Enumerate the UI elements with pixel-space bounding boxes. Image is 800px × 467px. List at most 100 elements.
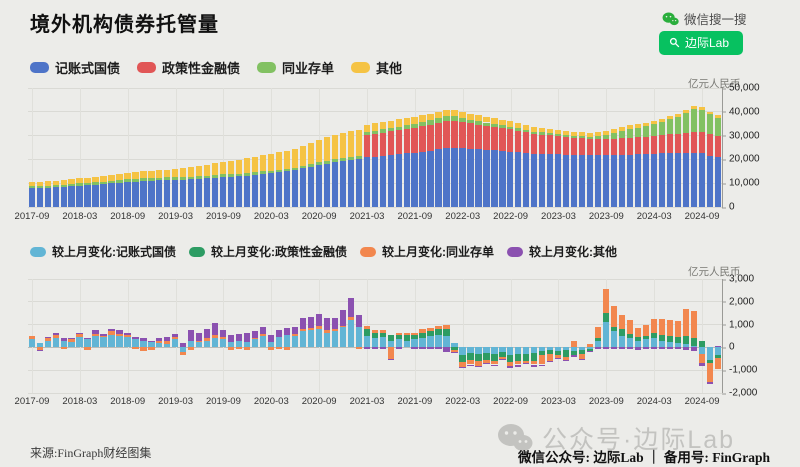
bar-segment bbox=[642, 126, 650, 137]
bar-segment bbox=[403, 334, 410, 341]
bar-segment bbox=[148, 180, 155, 207]
bar-segment bbox=[467, 148, 474, 207]
bar-segment bbox=[475, 361, 482, 366]
bar-2021-03 bbox=[363, 88, 370, 207]
bar-segment bbox=[547, 128, 554, 134]
bar-2021-02 bbox=[355, 88, 362, 207]
bar-segment bbox=[594, 347, 602, 349]
bar-segment bbox=[188, 179, 195, 207]
x-tick-label: 2018-09 bbox=[110, 211, 146, 222]
bar-segment bbox=[586, 343, 594, 348]
bar-segment bbox=[666, 320, 674, 336]
bar-2024-01 bbox=[634, 88, 642, 207]
bar-segment bbox=[172, 179, 179, 207]
bar-segment bbox=[475, 124, 482, 150]
wechat-search-hint: 微信搜一搜 bbox=[684, 13, 747, 27]
bar-2023-06 bbox=[579, 88, 586, 207]
bar-segment bbox=[586, 138, 594, 156]
bar-2018-12 bbox=[148, 279, 155, 393]
bar-segment bbox=[451, 116, 458, 121]
bar-segment bbox=[323, 137, 330, 161]
bar-2023-12 bbox=[626, 88, 634, 207]
bar-2021-10 bbox=[419, 279, 426, 393]
bar-2022-03 bbox=[459, 279, 466, 393]
legend-label: 较上月变化:同业存单 bbox=[382, 245, 494, 259]
bar-segment bbox=[44, 185, 51, 188]
legend-item: 政策性金融债 bbox=[137, 58, 240, 77]
bar-segment bbox=[36, 181, 43, 187]
bar-segment bbox=[459, 112, 466, 118]
bar-segment bbox=[602, 134, 610, 140]
bar-2019-04 bbox=[180, 88, 187, 207]
x-tick-label: 2022-03 bbox=[445, 211, 481, 222]
bar-segment bbox=[507, 121, 514, 127]
gridline-v bbox=[79, 88, 81, 207]
legend-item: 较上月变化:记账式国债 bbox=[30, 243, 176, 260]
bar-segment bbox=[148, 178, 155, 181]
bar-2023-03 bbox=[555, 279, 562, 393]
bar-2021-06 bbox=[387, 88, 394, 207]
bar-2019-07 bbox=[204, 88, 211, 207]
bar-segment bbox=[259, 326, 267, 334]
bar-segment bbox=[714, 355, 721, 358]
bar-segment bbox=[443, 121, 450, 149]
bar-segment bbox=[124, 182, 131, 207]
bar-segment bbox=[315, 165, 323, 207]
bar-segment bbox=[371, 156, 378, 207]
bar-segment bbox=[555, 129, 562, 135]
bar-segment bbox=[674, 347, 681, 349]
bar-segment bbox=[714, 136, 721, 157]
x-tick-label: 2019-03 bbox=[158, 396, 193, 407]
bar-2023-05 bbox=[571, 279, 578, 393]
bar-segment bbox=[363, 157, 370, 207]
bar-segment bbox=[507, 365, 514, 368]
bar-2019-02 bbox=[164, 279, 171, 393]
bar-segment bbox=[483, 122, 490, 126]
bar-2017-09 bbox=[28, 88, 35, 207]
legend-item: 其他 bbox=[351, 58, 402, 77]
bar-segment bbox=[499, 119, 506, 125]
bar-segment bbox=[379, 132, 386, 156]
bar-segment bbox=[626, 347, 634, 349]
bar-segment bbox=[116, 173, 123, 180]
bar-segment bbox=[579, 155, 586, 207]
wechat-search-button[interactable]: 边际Lab bbox=[659, 31, 744, 55]
bar-segment bbox=[251, 157, 259, 173]
bar-segment bbox=[164, 169, 171, 178]
bar-segment bbox=[515, 364, 522, 367]
bar-segment bbox=[618, 131, 626, 139]
bar-segment bbox=[267, 173, 275, 207]
bar-segment bbox=[172, 337, 179, 340]
bar-2021-07 bbox=[395, 279, 402, 393]
bar-segment bbox=[698, 354, 705, 364]
bar-segment bbox=[594, 132, 602, 137]
bar-segment bbox=[164, 343, 171, 348]
legend-label: 记账式国债 bbox=[55, 61, 121, 76]
bar-segment bbox=[467, 347, 474, 354]
bar-segment bbox=[291, 326, 299, 334]
x-tick-label: 2021-03 bbox=[349, 396, 385, 407]
bar-2022-01 bbox=[443, 279, 450, 393]
bar-segment bbox=[283, 168, 291, 172]
gridline-h bbox=[28, 87, 722, 89]
bar-segment bbox=[515, 354, 522, 362]
bar-segment bbox=[690, 132, 697, 153]
bar-segment bbox=[618, 329, 626, 336]
bar-segment bbox=[100, 337, 107, 348]
bar-segment bbox=[610, 155, 618, 207]
bar-segment bbox=[395, 119, 402, 127]
bar-segment bbox=[156, 180, 163, 207]
bar-segment bbox=[459, 362, 466, 367]
bar-segment bbox=[642, 154, 650, 207]
bar-segment bbox=[451, 120, 458, 148]
bar-segment bbox=[148, 340, 155, 342]
bar-segment bbox=[84, 347, 91, 350]
bar-segment bbox=[682, 113, 689, 133]
bar-segment bbox=[642, 324, 650, 336]
bar-2024-11 bbox=[714, 88, 721, 207]
bar-segment bbox=[563, 356, 570, 360]
bar-segment bbox=[714, 117, 721, 137]
bar-segment bbox=[475, 121, 482, 125]
bar-segment bbox=[626, 125, 634, 130]
bar-segment bbox=[682, 308, 689, 336]
